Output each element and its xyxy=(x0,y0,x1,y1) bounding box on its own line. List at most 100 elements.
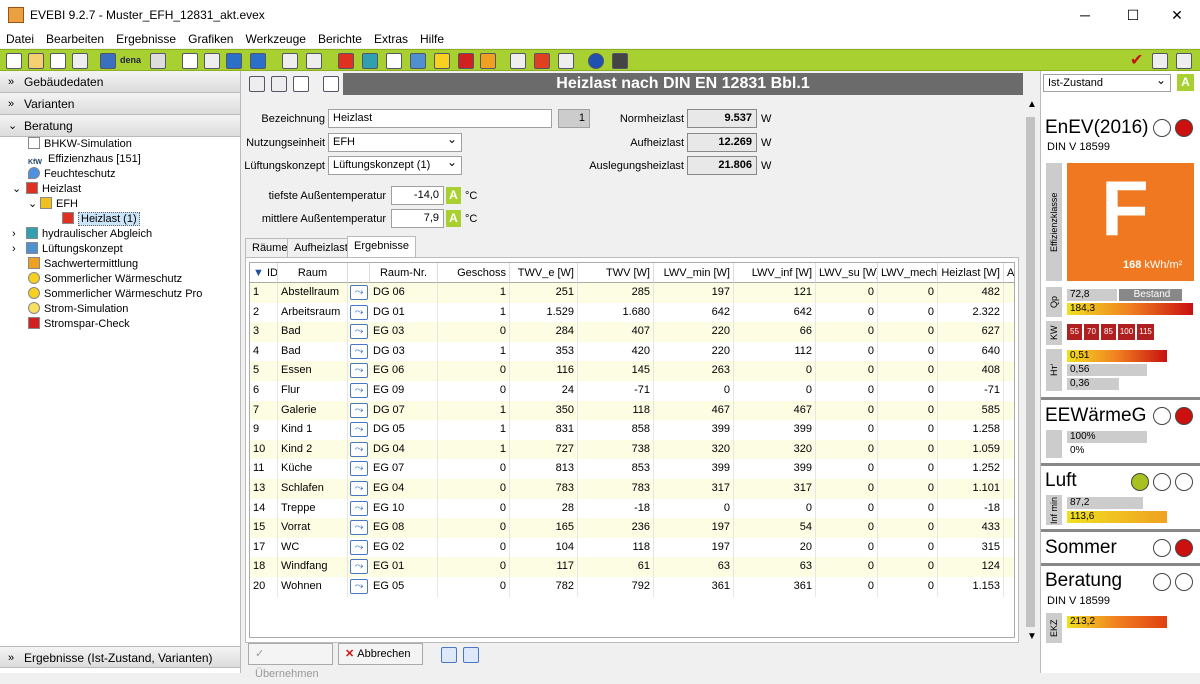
room-link-icon[interactable]: ⤳ xyxy=(350,520,368,536)
tree-item-hydraulischer-abgleich[interactable]: › hydraulischer Abgleich xyxy=(12,227,153,240)
scroll-thumb[interactable] xyxy=(1026,117,1035,627)
column-header[interactable]: Raum xyxy=(278,263,348,283)
table-row[interactable]: 18 Windfang ⤳ EG 01 0 117 61 63 63 0 0 124 xyxy=(250,557,1014,577)
auto-button[interactable]: A xyxy=(446,187,461,204)
section-ergebnisse[interactable]: » Ergebnisse (Ist-Zustand, Varianten) xyxy=(0,646,240,668)
column-header[interactable]: Heizlast [W] xyxy=(938,263,1004,283)
menu-grafiken[interactable]: Grafiken xyxy=(188,32,234,46)
vertical-scrollbar[interactable]: ▲ ▼ xyxy=(1023,97,1038,643)
wand-icon[interactable] xyxy=(150,53,166,69)
bezeichnung-input[interactable]: Heizlast xyxy=(328,109,552,128)
tree-item-heizlast-1[interactable]: Heizlast (1) xyxy=(6,212,238,227)
room-link-icon[interactable]: ⤳ xyxy=(350,304,368,320)
close-icon[interactable]: ✕ xyxy=(1171,7,1183,23)
tree-item-efh[interactable]: ⌄ EFH xyxy=(28,197,78,210)
table-row[interactable]: 6 Flur ⤳ EG 09 0 24 -71 0 0 0 0 -71 xyxy=(250,381,1014,401)
maximize-icon[interactable]: ☐ xyxy=(1126,7,1140,23)
tab-aufheizlast[interactable]: Aufheizlast xyxy=(287,238,355,258)
table-row[interactable]: 20 Wohnen ⤳ EG 05 0 782 792 361 361 0 0 1.153 xyxy=(250,577,1014,597)
tree-item-effizienzhaus[interactable]: KfW Effizienzhaus [151] xyxy=(28,153,141,166)
room-link-icon[interactable]: ⤳ xyxy=(350,422,368,438)
lueftung-select[interactable]: Lüftungskonzept (1) xyxy=(328,154,462,175)
table-row[interactable]: 14 Treppe ⤳ EG 10 0 28 -18 0 0 0 0 -18 xyxy=(250,498,1014,519)
column-header[interactable]: A xyxy=(1004,263,1014,283)
fan-icon[interactable] xyxy=(410,53,426,69)
mittlere-input[interactable]: 7,9 xyxy=(391,209,444,228)
room-link-icon[interactable]: ⤳ xyxy=(350,539,368,555)
expand-chevron-icon[interactable]: › xyxy=(12,228,16,240)
check-icon[interactable]: ✔ xyxy=(1130,52,1144,69)
menu-bearbeiten[interactable]: Bearbeiten xyxy=(46,32,105,46)
trend-icon[interactable] xyxy=(1176,53,1192,69)
column-header[interactable]: LWV_su [W] xyxy=(816,263,878,283)
table-row[interactable]: 11 Küche ⤳ EG 07 0 813 853 399 399 0 0 1.252 xyxy=(250,459,1014,479)
nav-right-icon[interactable] xyxy=(250,53,266,69)
tree-item-sachwertermittlung[interactable]: Sachwertermittlung xyxy=(6,257,238,272)
table-row[interactable]: 5 Essen ⤳ EG 06 0 116 145 263 0 0 0 408 xyxy=(250,361,1014,381)
tree-icon[interactable] xyxy=(204,53,220,69)
grid-view-icon[interactable] xyxy=(463,647,479,663)
scroll-down-icon[interactable]: ▼ xyxy=(1027,631,1037,642)
dena-icon[interactable]: dena xyxy=(120,55,142,65)
nav-left-icon[interactable] xyxy=(226,53,242,69)
column-header[interactable] xyxy=(348,263,370,283)
help-icon[interactable] xyxy=(588,53,604,69)
room-link-icon[interactable]: ⤳ xyxy=(350,481,368,496)
table-row[interactable]: 2 Arbeitsraum ⤳ DG 01 1 1.529 1.680 642 642 0 0 2.3… xyxy=(250,302,1014,323)
print-icon[interactable] xyxy=(323,76,339,92)
tree-item-sommerlicher-waermeschutz[interactable]: Sommerlicher Wärmeschutz xyxy=(6,272,238,287)
table-row[interactable]: 3 Bad ⤳ EG 03 0 284 407 220 66 0 0 627 xyxy=(250,322,1014,342)
column-header[interactable]: Raum-Nr. xyxy=(370,263,438,283)
structure-icon[interactable] xyxy=(282,53,298,69)
tiefste-input[interactable]: -14,0 xyxy=(391,186,444,205)
power-icon[interactable] xyxy=(458,53,474,69)
euro-icon[interactable] xyxy=(480,53,496,69)
expand-chevron-icon[interactable]: › xyxy=(12,243,16,255)
abbrechen-button[interactable]: ✕ Abbrechen xyxy=(338,643,423,665)
open-folder-icon[interactable] xyxy=(28,53,44,69)
room-link-icon[interactable]: ⤳ xyxy=(350,402,368,418)
document-icon[interactable] xyxy=(182,53,198,69)
room-link-icon[interactable]: ⤳ xyxy=(350,285,368,300)
room-link-icon[interactable]: ⤳ xyxy=(350,461,368,477)
column-header-id[interactable]: ▼ ID xyxy=(250,263,278,283)
move-down-icon[interactable] xyxy=(271,76,287,92)
section-varianten[interactable]: » Varianten xyxy=(0,93,240,115)
menu-ergebnisse[interactable]: Ergebnisse xyxy=(116,32,177,46)
tree-item-lueftungskonzept[interactable]: › Lüftungskonzept xyxy=(12,242,123,255)
table-row[interactable]: 7 Galerie ⤳ DG 07 1 350 118 467 467 0 0 585 xyxy=(250,400,1014,421)
expand-chevron-icon[interactable]: ⌄ xyxy=(28,198,38,210)
tree-item-strom-simulation[interactable]: Strom-Simulation xyxy=(6,302,238,317)
nutzung-select[interactable]: EFH xyxy=(328,131,462,152)
room-link-icon[interactable]: ⤳ xyxy=(350,500,368,516)
column-header[interactable]: LWV_inf [W] xyxy=(734,263,816,283)
auto-button[interactable]: A xyxy=(1177,74,1194,91)
menu-datei[interactable]: Datei xyxy=(6,32,35,46)
section-beratung[interactable]: ⌄ Beratung xyxy=(0,115,240,137)
table-row[interactable]: 1 Abstellraum ⤳ DG 06 1 251 285 197 121 0 0 482 xyxy=(250,283,1014,303)
column-header[interactable]: TWV_e [W] xyxy=(510,263,578,283)
table-view-icon[interactable] xyxy=(441,647,457,663)
table-row[interactable]: 17 WC ⤳ EG 02 0 104 118 197 20 0 0 315 xyxy=(250,537,1014,558)
column-header[interactable]: LWV_mech... xyxy=(878,263,938,283)
column-header[interactable]: LWV_min [W] xyxy=(654,263,734,283)
report-icon[interactable] xyxy=(510,53,526,69)
sun-icon[interactable] xyxy=(434,53,450,69)
new-file-icon[interactable] xyxy=(6,53,22,69)
uebernehmen-button[interactable]: ✓ Übernehmen xyxy=(248,643,333,680)
tree-item-bhkw[interactable]: BHKW-Simulation xyxy=(6,137,238,152)
room-link-icon[interactable]: ⤳ xyxy=(350,383,368,398)
table-row[interactable]: 9 Kind 1 ⤳ DG 05 1 831 858 399 399 0 0 1.258 xyxy=(250,420,1014,440)
column-header[interactable]: Geschoss xyxy=(438,263,510,283)
copy-icon[interactable] xyxy=(293,76,309,92)
move-up-icon[interactable] xyxy=(249,76,265,92)
state-select[interactable]: Ist-Zustand xyxy=(1043,72,1171,92)
tree-item-feuchteschutz[interactable]: Feuchteschutz xyxy=(6,167,238,182)
export-icon[interactable] xyxy=(100,53,116,69)
copy-icon[interactable] xyxy=(50,53,66,69)
grid-icon[interactable] xyxy=(362,53,378,69)
tab-ergebnisse[interactable]: Ergebnisse xyxy=(347,236,417,258)
room-link-icon[interactable]: ⤳ xyxy=(350,441,368,457)
search-icon[interactable] xyxy=(386,53,402,69)
minimize-icon[interactable]: ─ xyxy=(1080,7,1090,23)
